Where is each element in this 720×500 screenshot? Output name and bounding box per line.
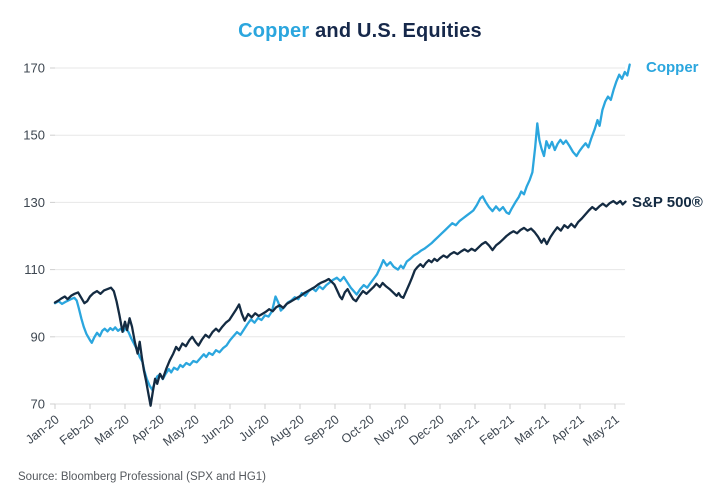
source-attribution: Source: Bloomberg Professional (SPX and … [18,471,267,483]
y-tick-label: 70 [31,397,45,412]
chart-title-rest: and U.S. Equities [309,20,482,42]
series-label-copper: Copper [646,59,699,76]
x-tick-label: Apr-20 [129,412,167,446]
y-tick-label: 170 [23,61,45,76]
x-tick-label: Mar-20 [92,412,132,447]
chart-title: Copper and U.S. Equities [0,20,720,43]
x-tick-label: Apr-21 [549,412,587,446]
chart-title-copper: Copper [238,20,310,42]
x-tick-label: May-21 [580,412,622,449]
y-tick-label: 110 [24,262,45,277]
x-tick-label: Feb-21 [477,412,517,447]
x-tick-label: Jun-20 [198,412,237,447]
x-tick-label: Jan-21 [443,412,482,447]
y-tick-label: 90 [31,329,45,344]
y-tick-label: 130 [23,195,45,210]
x-tick-label: Dec-20 [406,412,446,448]
x-tick-label: Mar-21 [512,412,552,447]
x-tick-label: Jul-20 [236,412,271,444]
x-tick-label: Jan-20 [23,412,62,447]
series-label-sp500: S&P 500® [632,194,703,211]
x-tick-label: Oct-20 [339,412,377,446]
y-tick-label: 150 [23,128,45,143]
x-tick-label: Aug-20 [266,412,306,448]
x-tick-label: Sep-20 [301,412,341,448]
series-line-s-p-500 [53,199,627,407]
series-line-copper [53,63,631,392]
x-tick-label: Nov-20 [371,412,411,448]
x-tick-label: Feb-20 [57,412,97,447]
x-tick-label: May-20 [160,412,202,449]
